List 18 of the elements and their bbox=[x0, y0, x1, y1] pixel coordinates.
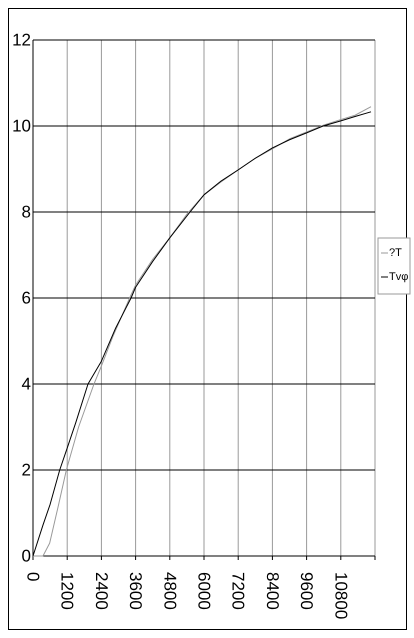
x-tick-label: 3600 bbox=[126, 572, 146, 610]
y-tick-label: 10 bbox=[12, 116, 31, 136]
x-tick-label: 10800 bbox=[331, 572, 350, 620]
y-tick-label: 12 bbox=[12, 30, 31, 50]
y-tick-label: 4 bbox=[22, 374, 31, 394]
legend-label: Tvφ bbox=[389, 271, 408, 283]
x-tick-label: 9600 bbox=[297, 572, 316, 610]
x-tick-label: 7200 bbox=[228, 572, 248, 610]
x-tick-label: 8400 bbox=[262, 572, 282, 610]
legend-label: ?T bbox=[389, 247, 402, 259]
x-tick-label: 2400 bbox=[92, 572, 111, 610]
y-tick-label: 2 bbox=[22, 460, 31, 480]
y-tick-label: 0 bbox=[22, 546, 31, 566]
x-tick-label: 1200 bbox=[58, 572, 77, 610]
x-tick-label: 6000 bbox=[194, 572, 214, 610]
y-tick-label: 8 bbox=[22, 202, 31, 222]
x-tick-label: 4800 bbox=[160, 572, 180, 610]
y-tick-label: 6 bbox=[22, 288, 31, 308]
